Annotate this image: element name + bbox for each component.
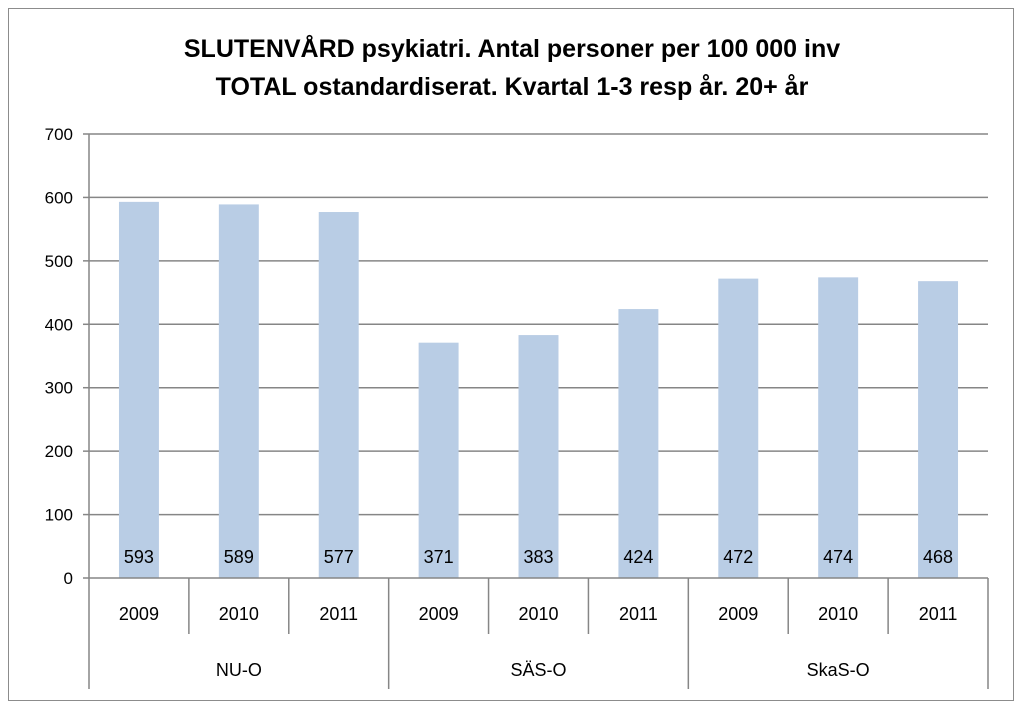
x-category-label-NU-O-2009: 2009: [119, 604, 159, 624]
x-category-label-SÄS-O-2011: 2011: [619, 604, 658, 624]
data-label-SÄS-O-2009: 371: [424, 547, 454, 567]
data-label-SÄS-O-2011: 424: [623, 547, 653, 567]
bar-NU-O-2009: [118, 201, 159, 578]
bar-NU-O-2010: [218, 204, 259, 579]
y-tick-label-300: 300: [45, 379, 73, 398]
x-group-label-NU-O: NU-O: [216, 660, 262, 680]
y-tick-label-200: 200: [45, 442, 73, 461]
bar-SkaS-O-2011: [918, 281, 959, 578]
y-tick-label-0: 0: [64, 569, 73, 588]
chart-title: SLUTENVÅRD psykiatri. Antal personer per…: [0, 30, 1024, 106]
x-category-label-NU-O-2011: 2011: [319, 604, 358, 624]
bar-SÄS-O-2010: [518, 335, 559, 578]
bar-SÄS-O-2009: [418, 342, 459, 578]
data-label-NU-O-2010: 589: [224, 547, 254, 567]
data-label-SkaS-O-2010: 474: [823, 547, 853, 567]
x-category-label-NU-O-2010: 2010: [219, 604, 259, 624]
data-label-NU-O-2011: 577: [324, 547, 354, 567]
x-category-label-SkaS-O-2011: 2011: [919, 604, 958, 624]
y-tick-label-700: 700: [45, 125, 73, 144]
bar-SkaS-O-2010: [818, 277, 859, 578]
x-category-label-SkaS-O-2009: 2009: [718, 604, 758, 624]
x-category-label-SÄS-O-2009: 2009: [419, 604, 459, 624]
x-group-label-SkaS-O: SkaS-O: [807, 660, 870, 680]
bar-SÄS-O-2011: [618, 309, 659, 578]
data-label-SkaS-O-2011: 468: [923, 547, 953, 567]
data-label-SÄS-O-2010: 383: [523, 547, 553, 567]
chart-title-line-1: SLUTENVÅRD psykiatri. Antal personer per…: [183, 35, 841, 63]
bar-SkaS-O-2009: [718, 278, 759, 578]
y-tick-label-100: 100: [45, 506, 73, 525]
y-tick-label-500: 500: [45, 252, 73, 271]
x-group-label-SÄS-O: SÄS-O: [510, 660, 566, 680]
bar-NU-O-2011: [318, 212, 359, 578]
x-category-label-SÄS-O-2010: 2010: [518, 604, 558, 624]
x-category-label-SkaS-O-2010: 2010: [818, 604, 858, 624]
chart-title-line-2: TOTAL ostandardiserat. Kvartal 1-3 resp …: [215, 73, 809, 101]
y-tick-label-400: 400: [45, 315, 73, 334]
data-label-NU-O-2009: 593: [124, 547, 154, 567]
y-tick-label-600: 600: [45, 188, 73, 207]
data-label-SkaS-O-2009: 472: [723, 547, 753, 567]
